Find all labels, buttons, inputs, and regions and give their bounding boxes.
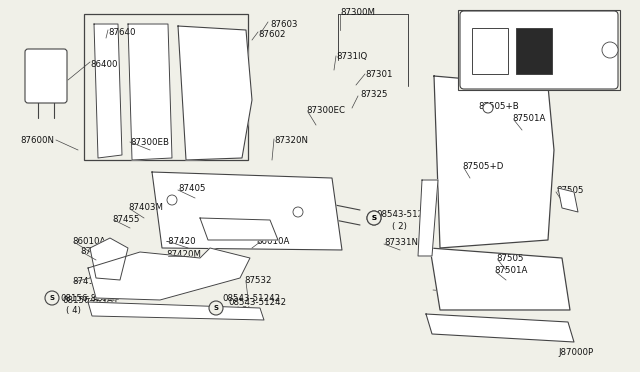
- FancyBboxPatch shape: [460, 11, 618, 89]
- Text: ( 4): ( 4): [66, 306, 81, 315]
- Text: 87640: 87640: [108, 28, 136, 37]
- Text: 86010A: 86010A: [72, 237, 106, 246]
- Bar: [516, 28, 552, 74]
- Circle shape: [602, 42, 618, 58]
- Polygon shape: [558, 188, 578, 212]
- Text: S: S: [371, 215, 376, 221]
- Text: S: S: [371, 215, 376, 221]
- Text: 87602: 87602: [258, 30, 285, 39]
- Text: 87505+D: 87505+D: [462, 162, 504, 171]
- Text: J87000P: J87000P: [558, 348, 593, 357]
- Text: 87505+B: 87505+B: [478, 102, 519, 111]
- Polygon shape: [90, 238, 128, 280]
- Text: 08156-8201F: 08156-8201F: [62, 296, 120, 305]
- Text: 08543-51242: 08543-51242: [222, 294, 280, 303]
- Text: 8731IQ: 8731IQ: [336, 52, 367, 61]
- Text: -87420: -87420: [166, 237, 196, 246]
- Polygon shape: [430, 248, 570, 310]
- Text: 87532: 87532: [244, 276, 271, 285]
- Text: 87600N: 87600N: [20, 136, 54, 145]
- Polygon shape: [538, 54, 554, 72]
- Text: 87331N: 87331N: [384, 238, 418, 247]
- Polygon shape: [88, 248, 250, 300]
- Text: S: S: [49, 295, 54, 301]
- Circle shape: [45, 291, 59, 305]
- Bar: [458, 10, 620, 90]
- Circle shape: [209, 301, 223, 315]
- FancyBboxPatch shape: [25, 49, 67, 103]
- Polygon shape: [128, 24, 172, 160]
- Text: 87501A: 87501A: [512, 114, 545, 123]
- Text: 87325: 87325: [360, 90, 387, 99]
- Text: 87300EB: 87300EB: [130, 138, 169, 147]
- Polygon shape: [178, 26, 252, 160]
- Circle shape: [483, 103, 493, 113]
- Polygon shape: [434, 76, 554, 248]
- Text: 08156-8201F: 08156-8201F: [60, 294, 118, 303]
- Text: 87505: 87505: [556, 186, 584, 195]
- Text: 87418: 87418: [72, 277, 99, 286]
- Text: 87403M: 87403M: [128, 203, 163, 212]
- Text: ( 2): ( 2): [236, 306, 251, 315]
- Text: 87405: 87405: [178, 184, 205, 193]
- Text: 87330: 87330: [80, 247, 108, 256]
- Text: 08543-51242: 08543-51242: [376, 210, 434, 219]
- Polygon shape: [88, 302, 264, 320]
- Text: 87420M: 87420M: [166, 250, 201, 259]
- Bar: [472, 28, 508, 74]
- Circle shape: [367, 211, 381, 225]
- Text: 87603: 87603: [270, 20, 298, 29]
- Text: 87301: 87301: [365, 70, 392, 79]
- Text: 87300EC: 87300EC: [306, 106, 345, 115]
- Polygon shape: [152, 172, 342, 250]
- Text: 86400: 86400: [90, 60, 118, 69]
- Text: 08543-51242: 08543-51242: [228, 298, 286, 307]
- Polygon shape: [418, 180, 438, 256]
- Polygon shape: [200, 218, 278, 240]
- Text: ( 2): ( 2): [392, 222, 407, 231]
- Circle shape: [367, 211, 381, 225]
- Text: 87506: 87506: [508, 46, 536, 55]
- Bar: [84, 14, 248, 160]
- Text: 87505: 87505: [496, 254, 524, 263]
- Text: 87455: 87455: [112, 215, 140, 224]
- Text: 87320N: 87320N: [274, 136, 308, 145]
- Text: 86010A: 86010A: [256, 237, 289, 246]
- Text: 87501A: 87501A: [494, 266, 527, 275]
- Text: S: S: [214, 305, 218, 311]
- Circle shape: [167, 195, 177, 205]
- Text: 87300M: 87300M: [340, 8, 375, 17]
- Polygon shape: [426, 314, 574, 342]
- Circle shape: [293, 207, 303, 217]
- Polygon shape: [94, 24, 122, 158]
